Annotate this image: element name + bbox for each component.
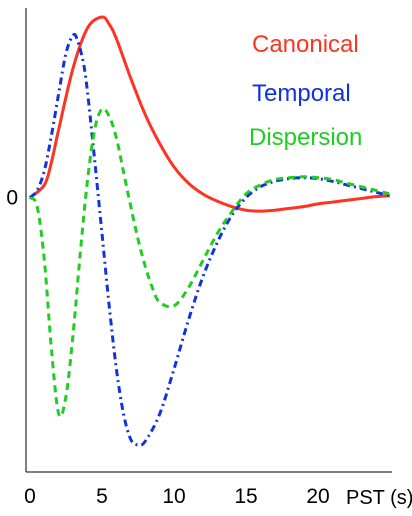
tick-group: 0 5 10 15 20 0	[6, 187, 329, 508]
x-tick-label: 5	[96, 485, 108, 508]
y-tick-label: 0	[6, 187, 18, 210]
x-tick-label: 15	[234, 485, 257, 508]
series-line-dispersion	[30, 109, 390, 417]
x-tick-label: 0	[24, 485, 36, 508]
x-axis-label: PST (s)	[346, 487, 412, 509]
legend-entry-temporal: Temporal	[252, 80, 351, 107]
legend-entry-dispersion: Dispersion	[249, 124, 362, 151]
x-tick-label: 20	[306, 485, 329, 508]
legend-entry-canonical: Canonical	[252, 31, 359, 58]
legend: Canonical Temporal Dispersion	[249, 31, 362, 151]
x-tick-label: 10	[162, 485, 185, 508]
